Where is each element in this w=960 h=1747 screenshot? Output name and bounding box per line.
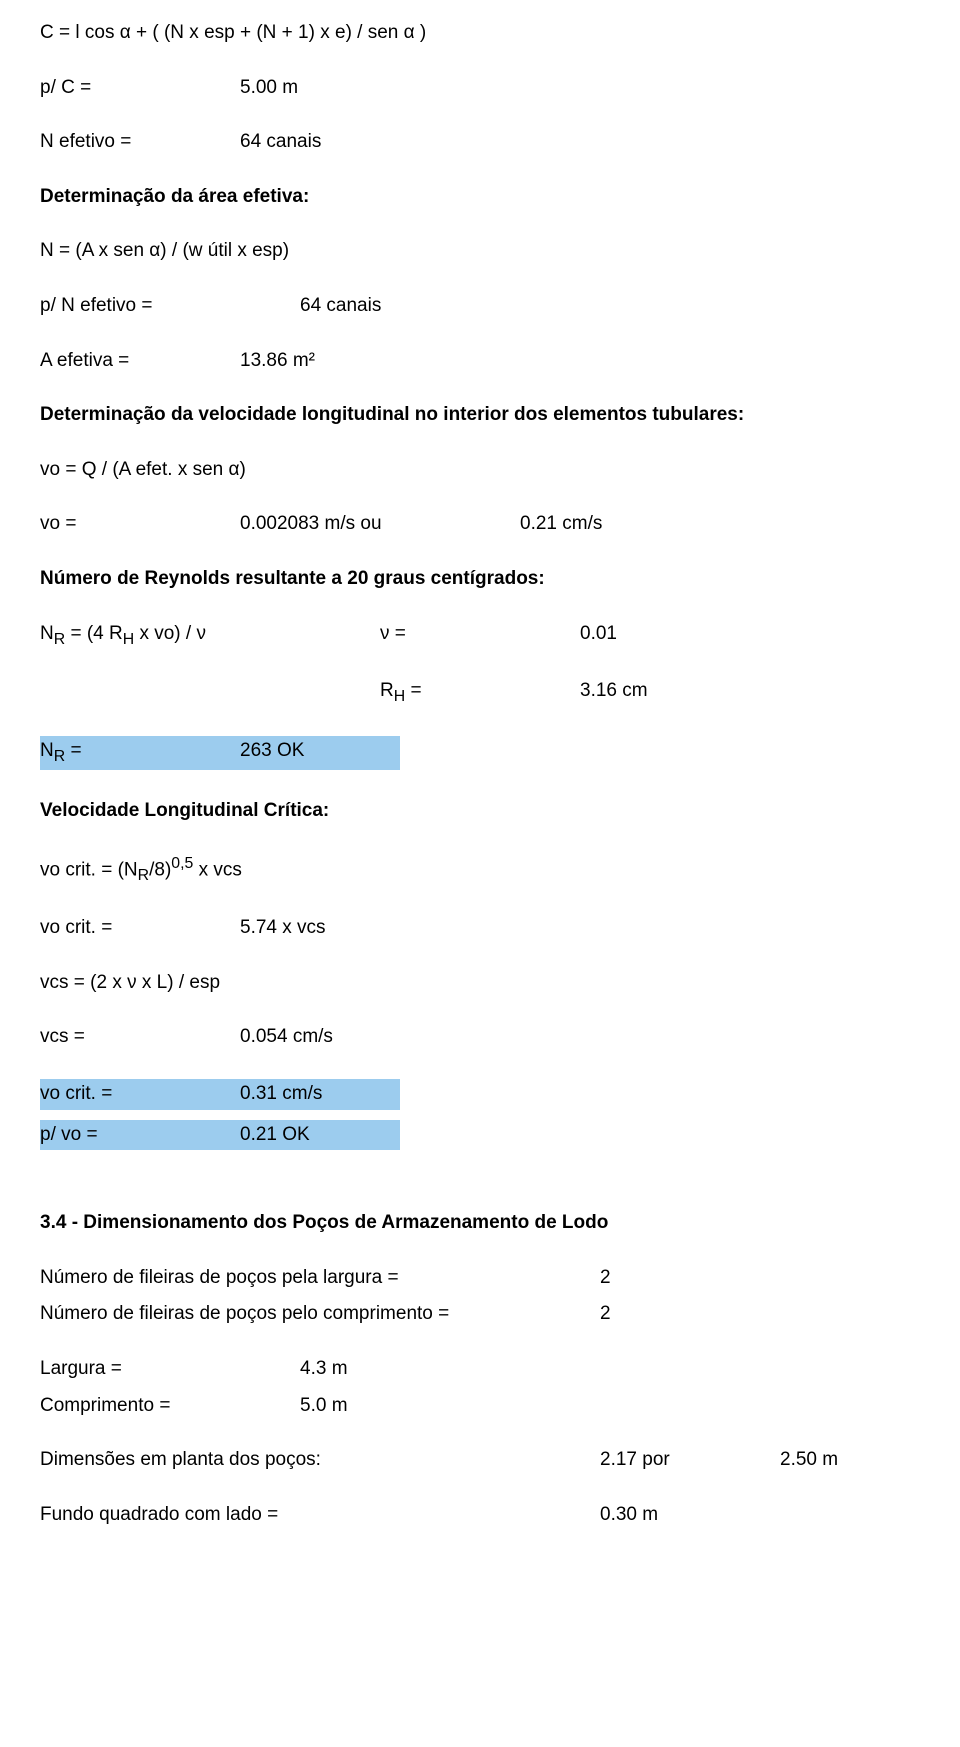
value-a-efetiva: 13.86 m² [240,348,315,375]
row-fundo: Fundo quadrado com lado = 0.30 m [40,1502,920,1529]
label-p-vo: p/ vo = [40,1122,240,1149]
row-pc: p/ C = 5.00 m [40,75,920,102]
row-rh: RH = 3.16 cm [40,678,920,708]
row-p-vo: p/ vo = 0.21 OK [40,1120,920,1151]
row-fileiras-comprimento: Número de fileiras de poços pelo comprim… [40,1301,920,1328]
label-vo: vo = [40,511,240,538]
rh-label: RH = [380,678,580,708]
row-nr-eq: NR = (4 RH x vo) / ν ν = 0.01 [40,621,920,651]
row-vo: vo = 0.002083 m/s ou 0.21 cm/s [40,511,920,538]
row-dim-planta: Dimensões em planta dos poços: 2.17 por … [40,1447,920,1474]
value-fileiras-comprimento: 2 [600,1301,611,1328]
row-comprimento: Comprimento = 5.0 m [40,1393,920,1420]
label-dim-planta: Dimensões em planta dos poços: [40,1447,600,1474]
value-vo-1: 0.002083 m/s ou [240,511,520,538]
value-dim-planta-1: 2.17 por [600,1447,780,1474]
label-a-efetiva: A efetiva = [40,348,240,375]
label-p-n-efetivo: p/ N efetivo = [40,293,300,320]
value-comprimento: 5.0 m [300,1393,348,1420]
heading-velocidade-longitudinal: Determinação da velocidade longitudinal … [40,402,920,429]
heading-pocos: 3.4 - Dimensionamento dos Poços de Armaz… [40,1210,920,1237]
row-vo-crit-res: vo crit. = 0.31 cm/s [40,1079,920,1110]
label-pc: p/ C = [40,75,240,102]
value-vo-2: 0.21 cm/s [520,511,602,538]
label-vcs: vcs = [40,1024,240,1051]
label-fundo: Fundo quadrado com lado = [40,1502,600,1529]
value-dim-planta-2: 2.50 m [780,1447,838,1474]
equation-vo: vo = Q / (A efet. x sen α) [40,457,920,484]
value-vo-crit-x: 5.74 x vcs [240,915,326,942]
value-fundo: 0.30 m [600,1502,658,1529]
row-vcs: vcs = 0.054 cm/s [40,1024,920,1051]
heading-velocidade-critica: Velocidade Longitudinal Crítica: [40,798,920,825]
value-vo-crit-res: 0.31 cm/s [240,1081,400,1108]
row-fileiras-largura: Número de fileiras de poços pela largura… [40,1265,920,1292]
equation-n: N = (A x sen α) / (w útil x esp) [40,238,920,265]
value-p-vo: 0.21 OK [240,1122,400,1149]
label-comprimento: Comprimento = [40,1393,300,1420]
rh-value: 3.16 cm [580,678,648,708]
row-p-n-efetivo: p/ N efetivo = 64 canais [40,293,920,320]
row-nr-result: NR = 263 OK [40,736,920,770]
heading-area-efetiva: Determinação da área efetiva: [40,184,920,211]
eq-vo-crit: vo crit. = (NR/8)0,5 x vcs [40,853,920,887]
label-n-efetivo: N efetivo = [40,129,240,156]
label-largura: Largura = [40,1356,300,1383]
label-vo-crit-x: vo crit. = [40,915,240,942]
value-n-efetivo: 64 canais [240,129,321,156]
label-fileiras-largura: Número de fileiras de poços pela largura… [40,1265,600,1292]
label-vo-crit-res: vo crit. = [40,1081,240,1108]
nr-eq-left: NR = (4 RH x vo) / ν [40,621,380,651]
row-vo-crit-x: vo crit. = 5.74 x vcs [40,915,920,942]
nu-label: ν = [380,621,580,651]
value-vcs: 0.054 cm/s [240,1024,333,1051]
row-a-efetiva: A efetiva = 13.86 m² [40,348,920,375]
nu-value: 0.01 [580,621,617,651]
value-largura: 4.3 m [300,1356,348,1383]
value-p-n-efetivo: 64 canais [300,293,381,320]
nr-value: 263 OK [240,738,400,768]
equation-c: C = l cos α + ( (N x esp + (N + 1) x e) … [40,20,920,47]
value-fileiras-largura: 2 [600,1265,611,1292]
row-largura: Largura = 4.3 m [40,1356,920,1383]
heading-reynolds: Número de Reynolds resultante a 20 graus… [40,566,920,593]
value-pc: 5.00 m [240,75,298,102]
eq-vcs: vcs = (2 x ν x L) / esp [40,970,920,997]
label-fileiras-comprimento: Número de fileiras de poços pelo comprim… [40,1301,600,1328]
row-n-efetivo: N efetivo = 64 canais [40,129,920,156]
nr-label: NR = [40,738,240,768]
